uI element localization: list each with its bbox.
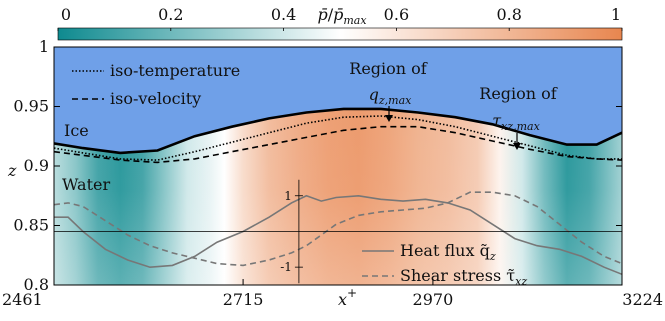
- annotation-qz-line2: qz,max: [369, 85, 413, 107]
- ice-region: [54, 47, 622, 153]
- plot-area: 1 -1: [54, 47, 622, 285]
- colorbar-tick-label: 0.4: [271, 5, 296, 24]
- colorbar-gradient: [57, 27, 623, 41]
- colorbar-tick-label: 0.2: [158, 5, 183, 24]
- x-tick-label: 2715: [223, 290, 264, 309]
- legend-top: iso-temperature iso-velocity: [72, 61, 240, 108]
- annotation-tau-max: Region of τxz,max: [479, 84, 558, 150]
- y-axis-ticks: 0.8 0.85 0.9 0.95 1: [13, 37, 622, 294]
- legend-bottom: Heat flux q̃z Shear stress τ̃xz: [362, 241, 527, 288]
- ice-interface-line: [54, 107, 622, 155]
- x-axis-label: x+: [338, 286, 357, 309]
- y-tick-label: 0.8: [24, 275, 49, 294]
- iso-temperature-line: [54, 115, 622, 161]
- inset-tick-label: 1: [284, 189, 292, 203]
- y-tick-label: 0.95: [13, 97, 49, 116]
- legend-heat-flux-label: Heat flux q̃z: [400, 241, 496, 263]
- annotation-tau-line1: Region of: [479, 84, 558, 103]
- colorbar-label: p̄/p̄max: [317, 5, 367, 27]
- colorbar-ticks: 0 0.2 0.4 0.6 0.8 1: [57, 5, 623, 31]
- legend-shear-stress-label: Shear stress τ̃xz: [400, 266, 527, 288]
- x-tick-label: 2461: [2, 290, 43, 309]
- annotation-qz-max: Region of qz,max: [349, 59, 428, 122]
- x-tick-label: 3224: [622, 290, 663, 309]
- iso-velocity-line: [54, 125, 622, 164]
- y-tick-label: 0.85: [13, 216, 49, 235]
- legend-iso-temperature-label: iso-temperature: [110, 61, 240, 80]
- y-tick-label: 0.9: [24, 156, 49, 175]
- colorbar-tick-label: 1: [611, 5, 621, 24]
- heat-flux-line: [54, 194, 622, 276]
- ice-label: Ice: [64, 121, 89, 140]
- annotation-tau-line2: τxz,max: [492, 111, 540, 133]
- water-label: Water: [62, 175, 110, 194]
- colorbar-tick-label: 0.6: [384, 5, 409, 24]
- colorbar-tick-label: 0.8: [496, 5, 521, 24]
- shear-stress-line: [54, 191, 622, 267]
- annotation-tau-arrowhead: [513, 143, 521, 150]
- x-axis-ticks: 2461 2715 2970 3224: [2, 279, 663, 309]
- y-axis-label: z: [7, 161, 17, 180]
- annotation-qz-arrowhead: [385, 115, 393, 122]
- colorbar-tick-label: 0: [61, 5, 71, 24]
- legend-iso-velocity-label: iso-velocity: [110, 89, 201, 108]
- inset-ticks: 1 -1: [280, 189, 303, 274]
- colorbar: 0 0.2 0.4 0.6 0.8 1 p̄/p̄max: [57, 5, 623, 41]
- inset-tick-label: -1: [280, 260, 292, 274]
- x-tick-label: 2970: [413, 290, 454, 309]
- annotation-qz-line1: Region of: [349, 59, 428, 78]
- y-tick-label: 1: [39, 37, 49, 56]
